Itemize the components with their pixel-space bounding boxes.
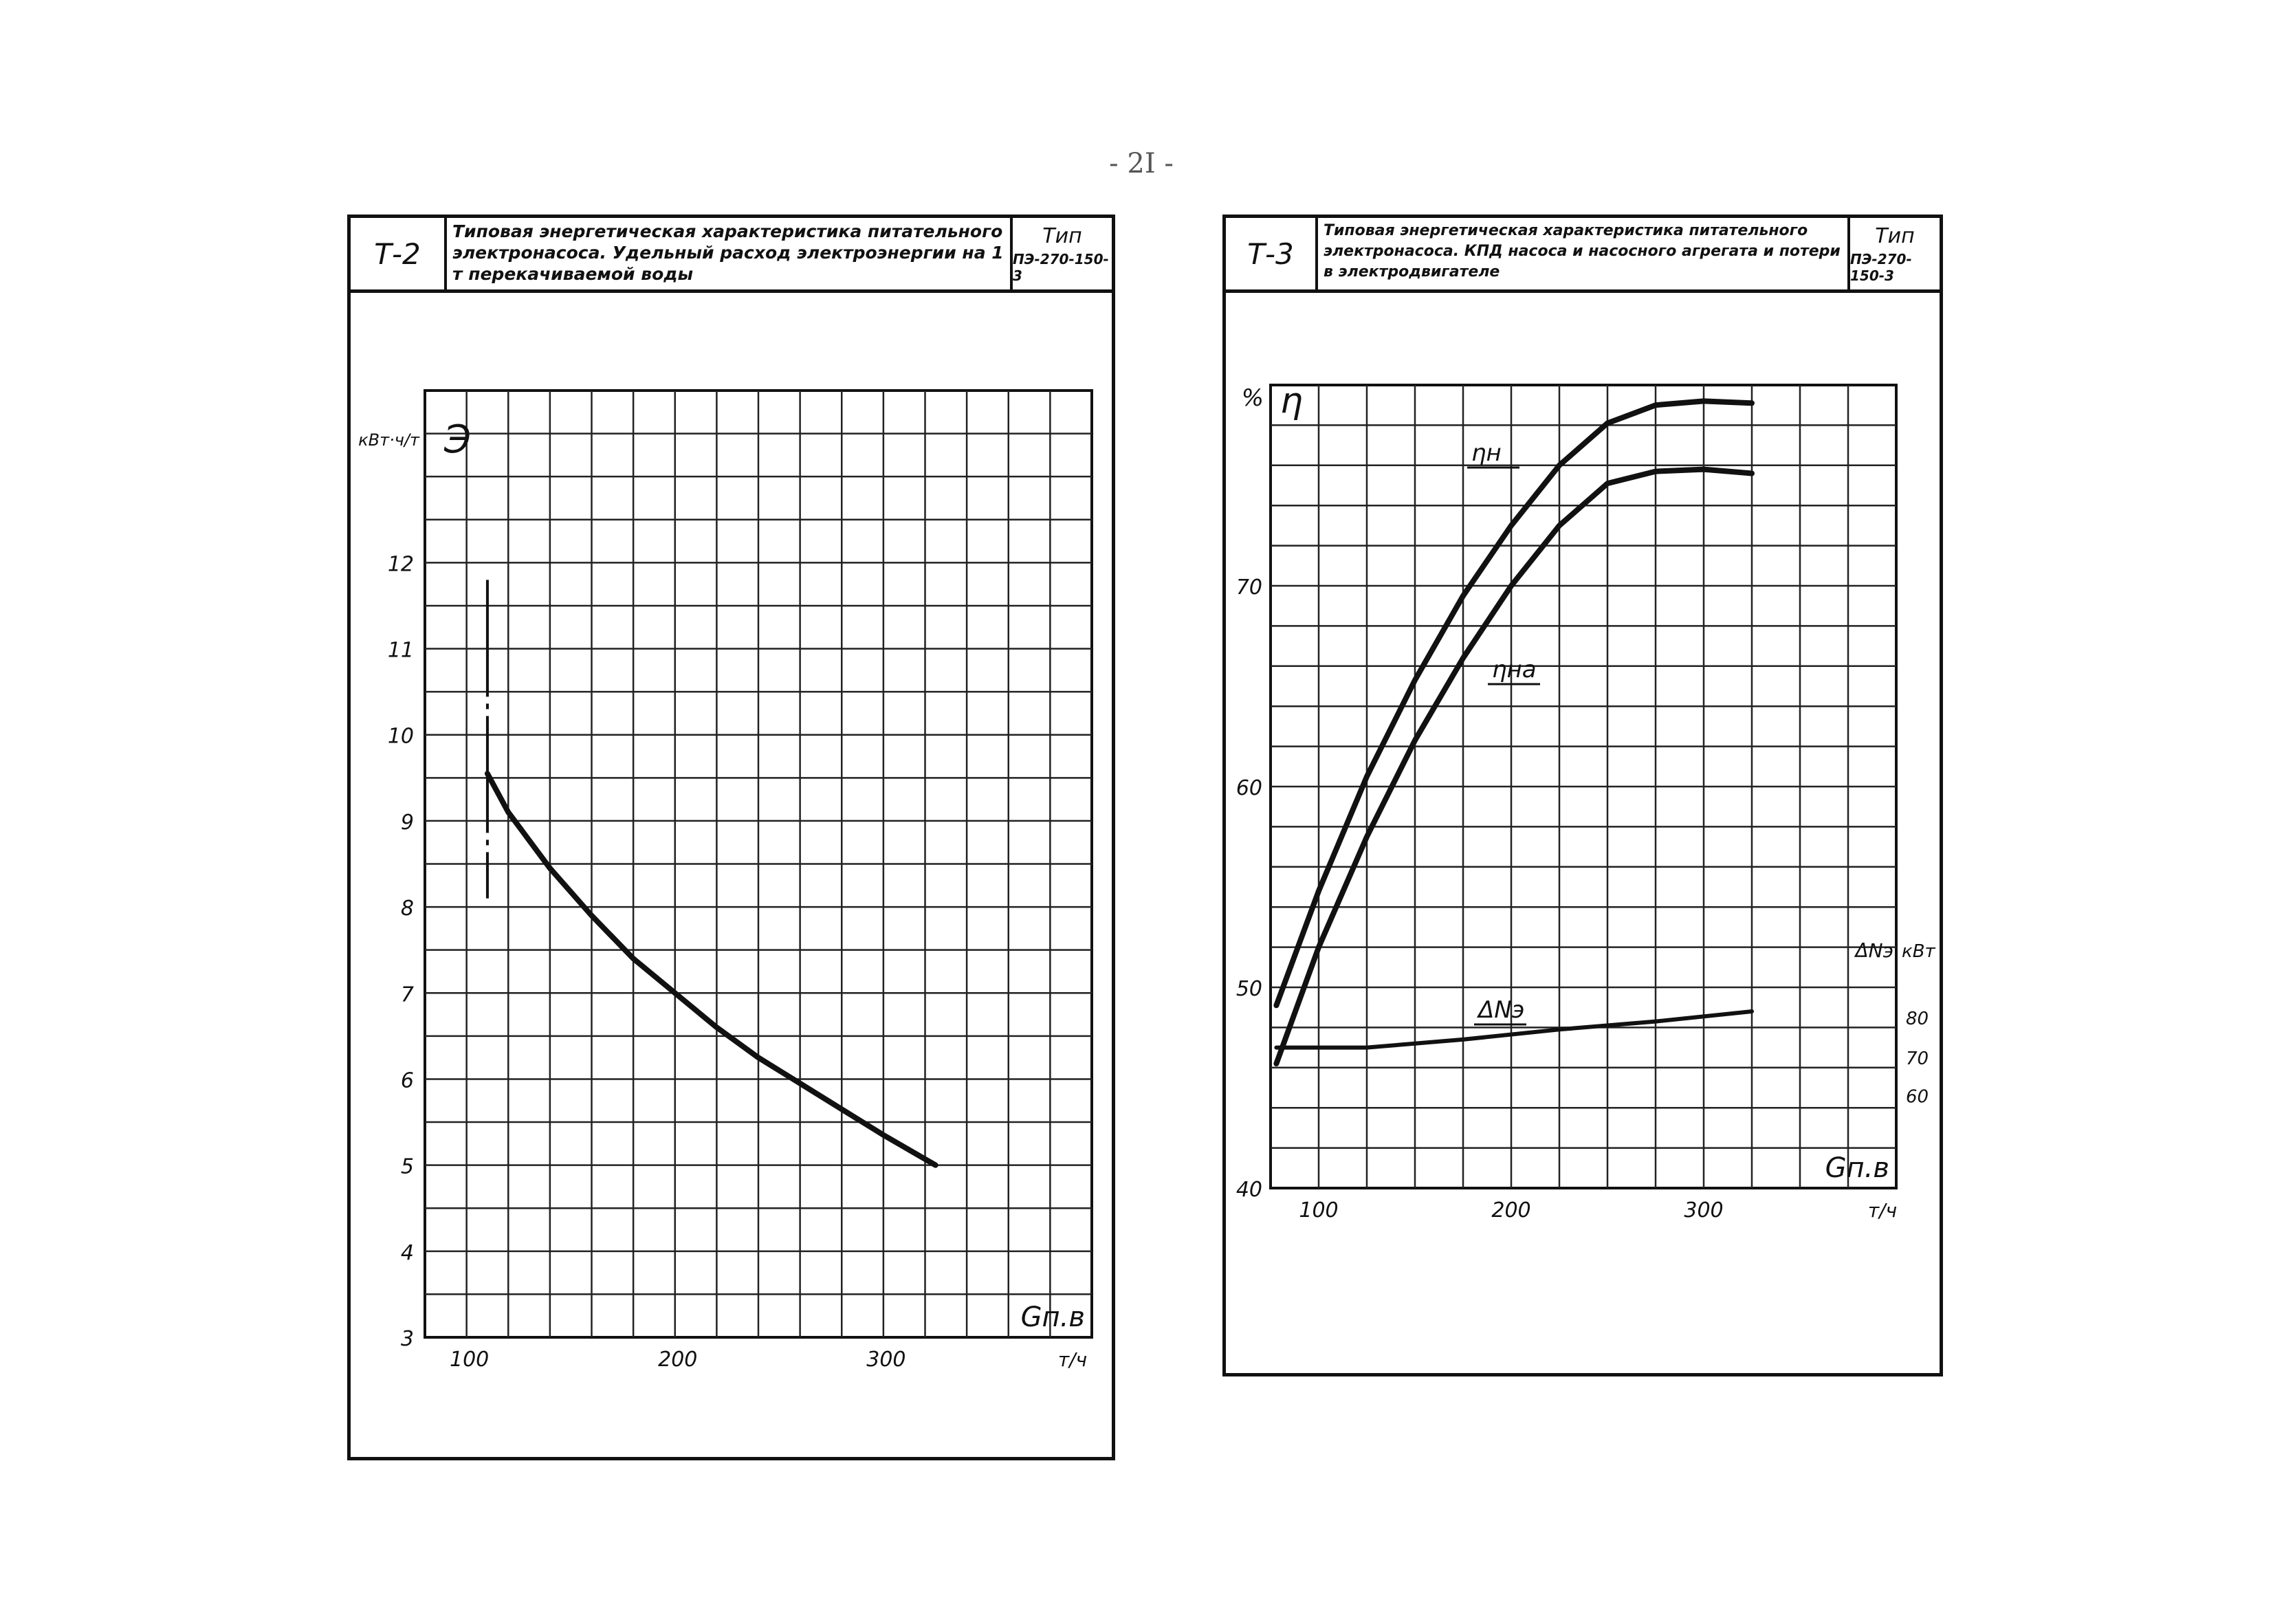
y2-axis-unit: кВт [1902, 941, 1936, 962]
series-line [1274, 1009, 1754, 1050]
y-tick-label: 11 [388, 639, 414, 663]
y-tick-label: 60 [1236, 776, 1262, 800]
series-line [1273, 466, 1755, 1066]
y2-tick-label: 70 [1906, 1049, 1929, 1069]
sheet-title: Типовая энергетическая характеристика пи… [1318, 218, 1850, 289]
y-tick-label: 40 [1236, 1178, 1262, 1202]
y2-axis-symbol: ΔNэ [1854, 939, 1893, 962]
x-axis-unit: т/ч [1868, 1199, 1897, 1222]
y-axis-unit: % [1242, 384, 1264, 412]
x-axis-unit: т/ч [1058, 1348, 1087, 1371]
type-value: ПЭ-270-150-3 [1013, 250, 1109, 284]
sheet-code: Т-3 [1226, 218, 1318, 289]
series-line-energy [484, 771, 938, 1168]
type-value: ПЭ-270-150-3 [1850, 250, 1912, 284]
x-tick-label: 300 [1684, 1198, 1723, 1222]
y-tick-label: 10 [388, 725, 414, 749]
title-block: Т-3 Типовая энергетическая характеристик… [1226, 218, 1940, 293]
series-label: ηна [1492, 656, 1537, 683]
sheet-title: Типовая энергетическая характеристика пи… [447, 218, 1013, 289]
x-tick-label: 200 [658, 1348, 697, 1372]
y-tick-label: 5 [401, 1155, 414, 1179]
type-cell: Тип ПЭ-270-150-3 [1850, 218, 1940, 289]
x-tick-label: 100 [1299, 1198, 1338, 1222]
y2-tick-label: 60 [1906, 1087, 1929, 1108]
y-tick-label: 9 [401, 811, 414, 835]
sheet-code: Т-2 [351, 218, 447, 289]
type-label: Тип [1875, 223, 1915, 248]
title-block: Т-2 Типовая энергетическая характеристик… [351, 218, 1112, 293]
series-label: ΔNэ [1476, 996, 1524, 1024]
x-tick-label: 200 [1491, 1198, 1530, 1222]
y-tick-label: 70 [1236, 575, 1262, 600]
y-axis-symbol: Э [443, 417, 471, 462]
x-tick-label: 300 [866, 1348, 905, 1372]
type-label: Тип [1042, 223, 1082, 248]
type-cell: Тип ПЭ-270-150-3 [1013, 218, 1112, 289]
y2-tick-label: 80 [1906, 1009, 1929, 1029]
y-tick-label: 7 [401, 983, 414, 1007]
page-number: - 2I - [1109, 148, 1174, 179]
y-tick-label: 12 [388, 552, 414, 576]
sheet-t2: Т-2 Типовая энергетическая характеристик… [347, 215, 1115, 1460]
y-axis-unit: кВт·ч/т [358, 430, 420, 450]
x-tick-label: 100 [450, 1348, 489, 1372]
series-line [1273, 398, 1755, 1009]
y-tick-label: 50 [1236, 977, 1262, 1001]
y-tick-label: 6 [401, 1068, 414, 1093]
y-tick-label: 8 [401, 897, 414, 921]
y-axis-symbol: η [1280, 380, 1303, 421]
x-axis-symbol: Gп.в [1021, 1302, 1085, 1333]
series-label: ηн [1471, 439, 1502, 467]
y-tick-label: 3 [401, 1327, 414, 1351]
x-axis-symbol: Gп.в [1825, 1152, 1889, 1184]
grid [425, 391, 1092, 1337]
sheet-t3: Т-3 Типовая энергетическая характеристик… [1222, 215, 1943, 1376]
y-tick-label: 4 [401, 1241, 414, 1265]
